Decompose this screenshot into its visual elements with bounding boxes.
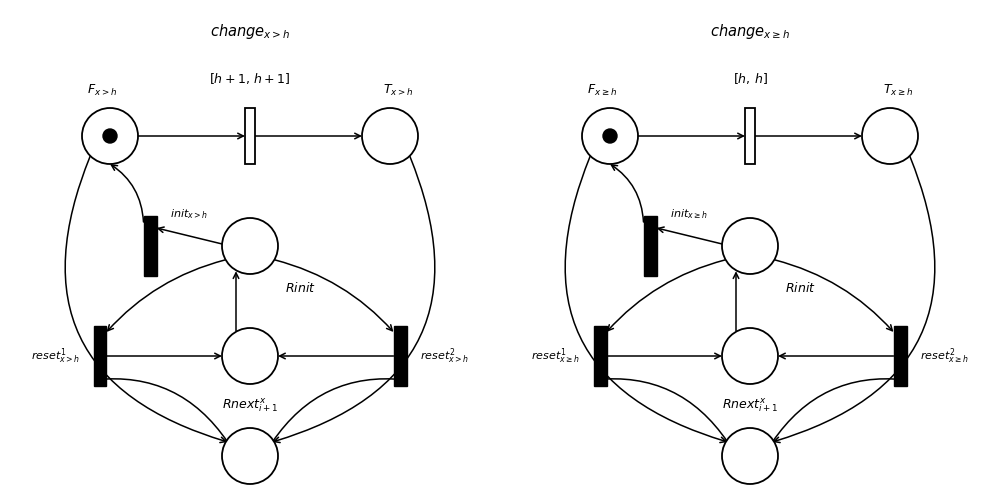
Circle shape [222,218,278,274]
Text: $[h+1,\,h+1]$: $[h+1,\,h+1]$ [209,71,291,86]
Text: $\mathit{change}_{x>h}$: $\mathit{change}_{x>h}$ [209,21,291,40]
Circle shape [362,108,418,164]
Text: $\mathit{Rinit}$: $\mathit{Rinit}$ [785,281,816,295]
Circle shape [222,428,278,484]
Text: $\mathit{Rnext}^x_{i+1}$: $\mathit{Rnext}^x_{i+1}$ [221,396,279,414]
Bar [143,216,156,276]
Text: $F_{x>h}$: $F_{x>h}$ [87,83,117,98]
Text: $\mathit{Rinit}$: $\mathit{Rinit}$ [285,281,316,295]
Bar [745,108,755,163]
Text: $\mathit{reset}^1_{x\geq h}$: $\mathit{reset}^1_{x\geq h}$ [531,346,580,366]
Circle shape [82,108,138,164]
Text: $\mathit{Rnext}^x_{i+1}$: $\mathit{Rnext}^x_{i+1}$ [721,396,779,414]
Text: $T_{x>h}$: $T_{x>h}$ [383,83,413,98]
Text: $\mathit{init}_{x\geq h}$: $\mathit{init}_{x\geq h}$ [670,207,708,221]
Circle shape [103,129,117,143]
Bar [245,108,255,163]
Circle shape [862,108,918,164]
Circle shape [722,218,778,274]
Text: $\mathit{reset}^1_{x>h}$: $\mathit{reset}^1_{x>h}$ [31,346,80,366]
Text: $F_{x\geq h}$: $F_{x\geq h}$ [587,83,617,98]
Circle shape [722,428,778,484]
Text: $\mathit{change}_{x\geq h}$: $\mathit{change}_{x\geq h}$ [709,21,791,40]
Bar [93,326,106,386]
Text: $T_{x\geq h}$: $T_{x\geq h}$ [883,83,913,98]
Text: $[h,\,h]$: $[h,\,h]$ [732,71,768,86]
Circle shape [222,328,278,384]
Text: $\mathit{reset}^2_{x>h}$: $\mathit{reset}^2_{x>h}$ [420,346,469,366]
Circle shape [722,328,778,384]
Bar [394,326,407,386]
Bar [643,216,656,276]
Text: $\mathit{init}_{x>h}$: $\mathit{init}_{x>h}$ [170,207,208,221]
Bar [894,326,907,386]
Circle shape [582,108,638,164]
Circle shape [603,129,617,143]
Bar [593,326,606,386]
Text: $\mathit{reset}^2_{x\geq h}$: $\mathit{reset}^2_{x\geq h}$ [920,346,969,366]
